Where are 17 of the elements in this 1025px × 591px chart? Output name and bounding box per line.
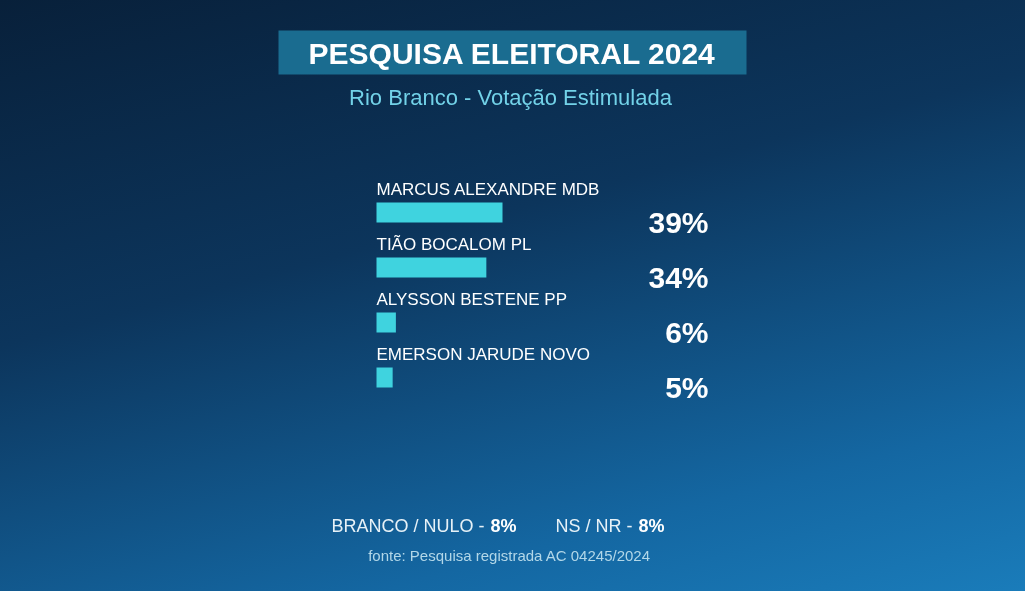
source-note: fonte: Pesquisa registrada AC 04245/2024 [368, 547, 651, 564]
bar [376, 312, 396, 333]
data-label: 6% [665, 316, 709, 349]
y-tick-label: ALYSSON BESTENE PP [376, 290, 568, 309]
data-label: 39% [648, 206, 709, 239]
text: BRANCO / NULO - 8% [331, 515, 517, 536]
data-label: 5% [665, 371, 709, 404]
chart-subtitle: Rio Branco - Votação Estimulada [349, 85, 673, 110]
chart-title: PESQUISA ELEITORAL 2024 [308, 37, 716, 70]
bar [376, 202, 503, 223]
data-label: 34% [648, 261, 709, 294]
bar [376, 367, 393, 388]
y-tick-label: MARCUS ALEXANDRE MDB [376, 180, 600, 199]
text: NS / NR - 8% [555, 515, 665, 536]
y-tick-label: EMERSON JARUDE NOVO [376, 345, 590, 364]
y-tick-label: TIÃO BOCALOM PL [376, 235, 532, 254]
bar [376, 257, 487, 278]
